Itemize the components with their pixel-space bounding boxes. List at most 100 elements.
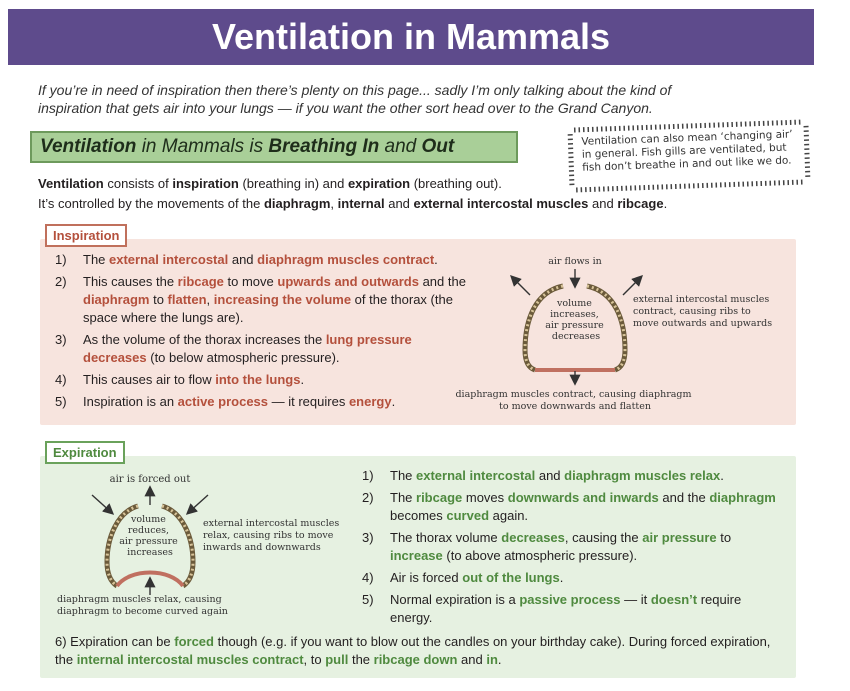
expiration-bottom-label: diaphragm muscles relax, causing diaphra… (57, 594, 228, 617)
highlight-text: energy (348, 394, 392, 409)
step-text: — it (620, 592, 651, 607)
heading-part: Ventilation (40, 136, 137, 157)
step-text: the (348, 652, 374, 667)
highlight-text: doesn’t (650, 592, 698, 607)
highlight-text: increase (390, 548, 443, 563)
side-line: move outwards and upwards (633, 318, 772, 329)
step-text: , causing the (564, 530, 643, 545)
ribcage-right (161, 503, 196, 589)
side-line: external intercostal muscles (203, 518, 339, 529)
step-text: . (720, 468, 724, 483)
step-text: and (228, 252, 258, 267)
step-number: 4) (55, 372, 67, 387)
page-title: Ventilation in Mammals (8, 9, 814, 65)
definition-text: , (330, 196, 338, 211)
highlight-text: internal intercostal muscles contract (76, 652, 304, 667)
step-text: . (434, 252, 438, 267)
highlight-text: ribcage (416, 490, 463, 505)
highlight-text: ribcage (177, 274, 224, 289)
step-number: 5) (362, 592, 374, 607)
definition-term: ribcage (617, 196, 664, 211)
highlight-text: diaphragm (709, 490, 776, 505)
step-text: though (e.g. if you want to blow out the… (55, 634, 771, 667)
definition-term: external intercostal muscles (413, 196, 589, 211)
rib-out-arrow-left (510, 275, 531, 296)
step-text: , to (303, 652, 326, 667)
step-text: of the thorax (the space where the lungs… (83, 292, 453, 325)
step-item: 2) The ribcage moves downwards and inward… (362, 489, 782, 525)
step-number: 4) (362, 570, 374, 585)
highlight-text: lung pressure decreases (83, 332, 412, 365)
rib-in-arrow-right (185, 494, 209, 515)
step-text: As the volume of the thorax increases th… (83, 332, 326, 347)
definition-term: expiration (347, 176, 411, 191)
step-text: Inspiration is an (83, 394, 178, 409)
step-number: 2) (55, 274, 67, 289)
step-text: The (390, 490, 417, 505)
step-number: 1) (362, 468, 374, 483)
ribcage-right-hatch (586, 284, 627, 372)
center-line: volume (556, 298, 592, 309)
step-item: 5) Inspiration is an active process — it … (55, 393, 475, 411)
inspiration-label: Inspiration (45, 224, 128, 247)
step-text: to (149, 292, 168, 307)
expiration-panel (40, 456, 796, 678)
highlight-text: forced (174, 634, 214, 649)
inspiration-panel (40, 239, 796, 425)
definition-text: and (384, 196, 414, 211)
definition-line: Ventilation consists of inspiration (bre… (38, 175, 798, 193)
highlight-text: increasing the volume (213, 292, 352, 307)
bottom-line: to move downwards and flatten (499, 401, 651, 412)
intro-text: If you’re in need of inspiration then th… (38, 82, 672, 116)
highlight-text: curved (446, 508, 490, 523)
expiration-label: Expiration (45, 441, 125, 464)
center-line: increases, (550, 309, 599, 320)
heading-part: and (379, 136, 422, 157)
rib-out-arrow-right (622, 275, 643, 296)
center-line: air pressure (545, 320, 604, 331)
step-text: The (390, 468, 417, 483)
step-text: . (300, 372, 305, 387)
step-text: This causes air to flow (83, 372, 216, 387)
bottom-line: diaphragm muscles contract, causing diap… (455, 389, 691, 400)
rib-in-arrow-left (91, 494, 115, 515)
center-line: increases (127, 547, 173, 558)
step-number: 5) (55, 394, 67, 409)
step-text: Normal expiration is a (390, 592, 520, 607)
step-text: . (559, 570, 564, 585)
definition-line: It’s controlled by the movements of the … (38, 195, 798, 213)
highlight-text: diaphragm muscles relax (564, 468, 721, 483)
step-text: (to above atmospheric pressure). (442, 548, 638, 563)
step-item: 3) The thorax volume decreases, causing t… (362, 529, 782, 565)
step-text: (to below atmospheric pressure). (146, 350, 340, 365)
step-text: — it requires (268, 394, 349, 409)
inspiration-side-label: external intercostal muscles contract, c… (633, 294, 772, 329)
ribcage-left (104, 503, 139, 589)
definition-text: It’s controlled by the movements of the (38, 196, 264, 211)
step-number: 6) (55, 634, 71, 649)
highlight-text: pull (325, 652, 349, 667)
expiration-side-label: external intercostal muscles relax, caus… (203, 518, 342, 553)
expiration-center-label: volume reduces, air pressure increases (119, 514, 181, 558)
step-text: Air is forced (390, 570, 463, 585)
center-line: air pressure (119, 536, 178, 547)
bottom-line: diaphragm to become curved again (57, 606, 228, 617)
definition-term: diaphragm (263, 196, 331, 211)
definition-term: internal (337, 196, 385, 211)
step-text: and (457, 652, 487, 667)
step-text: and the (418, 274, 466, 289)
step-text: to move (223, 274, 278, 289)
definition-term: Ventilation (38, 176, 104, 191)
expiration-diagram: air is forced out volume reduces, air pr… (57, 474, 342, 617)
highlight-text: air pressure (642, 530, 717, 545)
highlight-text: external intercostal (109, 252, 229, 267)
definition-text: . (663, 196, 668, 211)
step-text: This causes the (83, 274, 178, 289)
side-line: relax, causing ribs to move (203, 530, 334, 541)
step-text: again. (489, 508, 529, 523)
step-text: and (535, 468, 565, 483)
expiration-steps: 1) The external intercostal and diaphragm… (362, 467, 782, 631)
highlight-text: ribcage down (373, 652, 458, 667)
highlight-text: diaphragm (83, 292, 150, 307)
highlight-text: flatten (167, 292, 207, 307)
